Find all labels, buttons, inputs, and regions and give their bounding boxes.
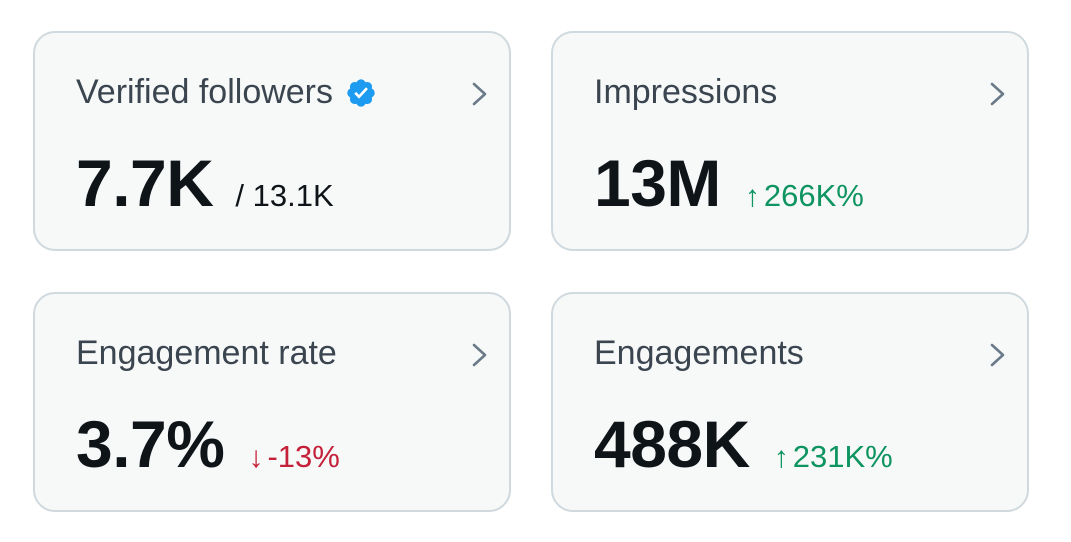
chevron-right-icon[interactable] <box>469 340 491 370</box>
metric-value: 7.7K <box>76 146 214 220</box>
value-row: 3.7% ↓ -13% <box>76 406 340 482</box>
metric-value: 13M <box>594 146 721 220</box>
card-verified-followers[interactable]: Verified followers 7.7K / 13.1K <box>33 31 511 251</box>
card-title-label: Verified followers <box>76 73 334 111</box>
change-indicator: ↑ 266K% <box>745 178 864 214</box>
verified-badge-icon <box>347 78 375 107</box>
card-title: Engagements <box>594 334 804 373</box>
card-title-label: Impressions <box>594 73 778 111</box>
metric-value: 488K <box>594 407 750 481</box>
value-row: 13M ↑ 266K% <box>594 145 864 221</box>
card-impressions[interactable]: Impressions 13M ↑ 266K% <box>551 31 1029 251</box>
arrow-up-icon: ↑ <box>744 180 760 213</box>
arrow-up-icon: ↑ <box>773 441 789 474</box>
card-title-label: Engagement rate <box>76 334 337 372</box>
card-title: Verified followers <box>76 73 377 112</box>
metric-value: 3.7% <box>76 407 225 481</box>
card-title: Engagement rate <box>76 334 337 373</box>
metric-total: / 13.1K <box>235 178 334 213</box>
card-engagements[interactable]: Engagements 488K ↑ 231K% <box>551 292 1029 512</box>
chevron-right-icon[interactable] <box>987 79 1009 109</box>
change-value: -13% <box>267 439 340 474</box>
card-title-label: Engagements <box>594 334 804 372</box>
value-row: 7.7K / 13.1K <box>76 145 334 221</box>
arrow-down-icon: ↓ <box>248 441 264 474</box>
value-row: 488K ↑ 231K% <box>594 406 893 482</box>
card-title: Impressions <box>594 73 777 112</box>
change-indicator: ↑ 231K% <box>774 439 893 475</box>
chevron-right-icon[interactable] <box>469 79 491 109</box>
chevron-right-icon[interactable] <box>987 340 1009 370</box>
change-value: 231K% <box>792 439 893 474</box>
change-indicator: ↓ -13% <box>248 439 339 475</box>
card-engagement-rate[interactable]: Engagement rate 3.7% ↓ -13% <box>33 292 511 512</box>
change-value: 266K% <box>763 178 864 213</box>
